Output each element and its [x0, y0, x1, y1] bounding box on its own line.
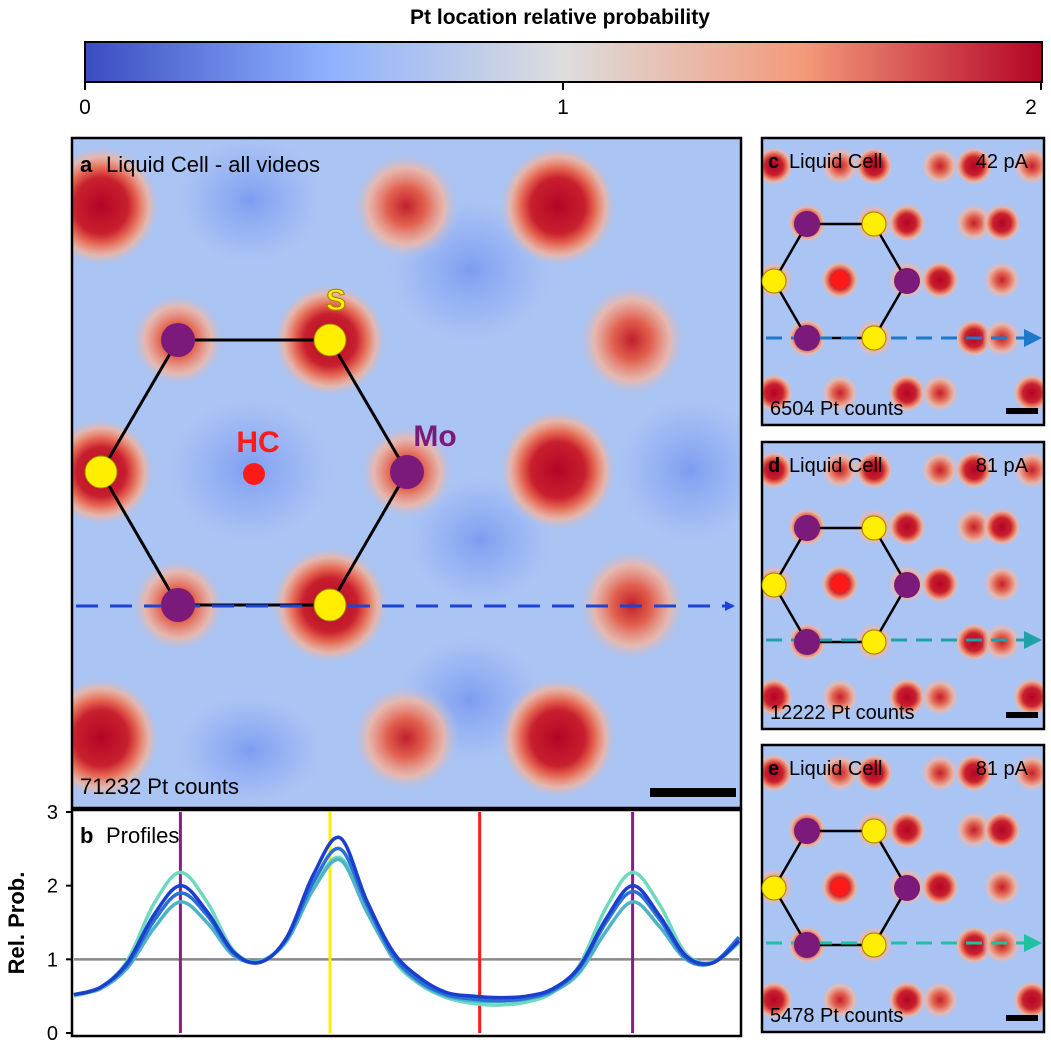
- panel-heatmap: [762, 146, 1044, 413]
- panel-b: b Profiles 0 1 2 3 Rel. Prob.: [4, 802, 743, 1044]
- mo-atom: [894, 268, 920, 294]
- s-atom: [861, 325, 887, 351]
- colorbar-tick-0: 0: [79, 96, 91, 119]
- panel-counts: 5478 Pt counts: [770, 1005, 903, 1027]
- mo-atom: [794, 818, 820, 844]
- panel-a-counts: 71232 Pt counts: [80, 774, 239, 799]
- s-atom: [861, 211, 887, 237]
- panel-c: c Liquid Cell 42 pA 6504 Pt counts: [760, 136, 1046, 427]
- panel-heatmap: [762, 450, 1044, 717]
- y-tick-label: 2: [47, 876, 58, 898]
- s-atom: [761, 572, 787, 598]
- mo-atom: [794, 932, 820, 958]
- scale-bar: [1006, 712, 1038, 718]
- panel-title: Liquid Cell: [789, 758, 882, 780]
- s-atom: [861, 818, 887, 844]
- arrow-head: [1024, 934, 1042, 952]
- mo-atom: [794, 515, 820, 541]
- mo-label: Mo: [413, 420, 456, 453]
- colorbar: [84, 41, 1043, 83]
- scale-bar: [650, 788, 736, 797]
- arrow-head: [1024, 631, 1042, 649]
- arrow-head: [1024, 329, 1042, 347]
- panel-a-letter: a: [80, 152, 93, 177]
- hc-label: HC: [236, 426, 279, 459]
- profile-series-0: [73, 835, 741, 1000]
- panel-letter: d: [768, 455, 780, 477]
- mo-atom: [390, 455, 424, 489]
- mo-atom: [794, 325, 820, 351]
- panel-title: Liquid Cell: [789, 151, 882, 173]
- s-atom: [861, 515, 887, 541]
- mo-atom: [161, 588, 195, 622]
- s-label: S: [326, 284, 346, 317]
- profile-series-1: [73, 846, 741, 1003]
- s-atom: [313, 588, 347, 622]
- panel-counts: 12222 Pt counts: [770, 702, 915, 724]
- y-axis-label: Rel. Prob.: [4, 872, 29, 975]
- panel-a-title: Liquid Cell - all videos: [106, 152, 320, 177]
- profiles-plot: [73, 812, 741, 1033]
- panel-letter: c: [768, 151, 779, 173]
- colorbar-tick-1: 1: [557, 96, 569, 119]
- y-tick-label: 3: [47, 802, 58, 824]
- y-tick-label: 1: [47, 949, 58, 971]
- scale-bar: [1006, 1015, 1038, 1021]
- panel-e: e Liquid Cell 81 pA 5478 Pt counts: [760, 743, 1046, 1034]
- y-axis: 0 1 2 3: [47, 802, 72, 1044]
- hc-site: [831, 878, 849, 896]
- s-atom: [861, 932, 887, 958]
- panel-counts: 6504 Pt counts: [770, 398, 903, 420]
- y-tick-label: 0: [47, 1023, 58, 1044]
- s-atom: [313, 323, 347, 357]
- hc-site: [831, 575, 849, 593]
- mo-atom: [894, 875, 920, 901]
- colorbar-ticks: [84, 82, 1042, 90]
- panel-d: d Liquid Cell 81 pA 12222 Pt counts: [760, 440, 1046, 731]
- beam-current: 42 pA: [976, 151, 1029, 173]
- mo-atom: [794, 211, 820, 237]
- hc-site: [831, 271, 849, 289]
- panel-title: Liquid Cell: [789, 455, 882, 477]
- colorbar-title: Pt location relative probability: [410, 6, 710, 29]
- hc-site: [243, 463, 265, 485]
- panel-letter: e: [768, 758, 779, 780]
- panel-heatmap: [762, 753, 1044, 1020]
- mo-atom: [894, 572, 920, 598]
- s-atom: [761, 268, 787, 294]
- s-atom: [861, 629, 887, 655]
- colorbar-tick-2: 2: [1025, 96, 1037, 119]
- s-atom: [761, 875, 787, 901]
- beam-current: 81 pA: [976, 455, 1029, 477]
- beam-current: 81 pA: [976, 758, 1029, 780]
- scale-bar: [1006, 408, 1038, 414]
- mo-atom: [161, 323, 195, 357]
- s-atom: [84, 455, 118, 489]
- panel-a: S Mo HC a Liquid Cell - all videos 71232…: [70, 136, 743, 810]
- panel-b-title: Profiles: [106, 823, 179, 848]
- panel-b-letter: b: [80, 823, 93, 848]
- mo-atom: [794, 629, 820, 655]
